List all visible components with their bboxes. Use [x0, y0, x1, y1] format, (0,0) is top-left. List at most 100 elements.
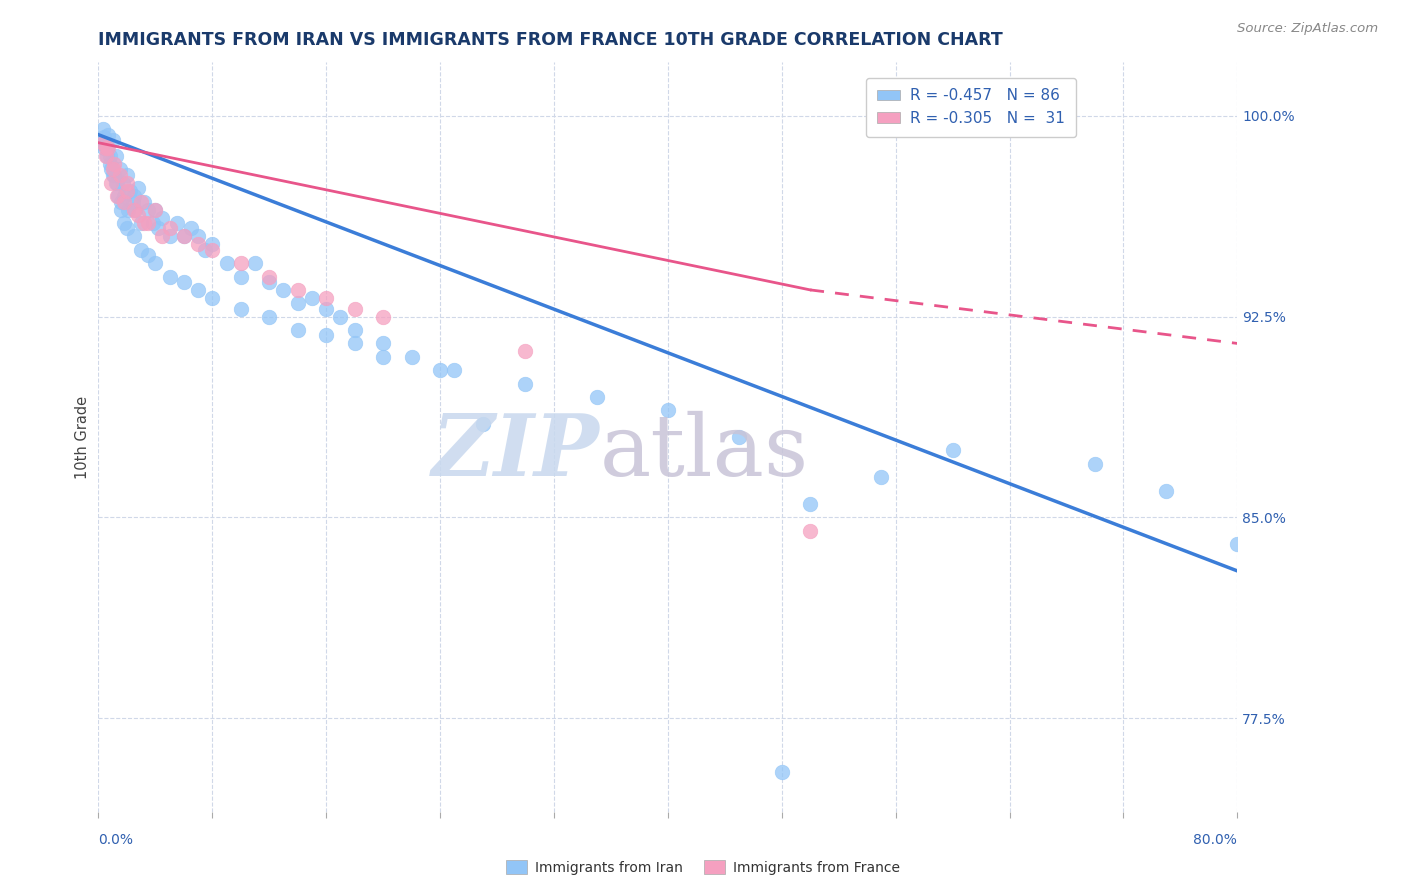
Point — [329, 310, 352, 324]
Point — [117, 202, 139, 217]
Text: 80.0%: 80.0% — [1194, 833, 1237, 847]
Point — [97, 128, 120, 142]
Point — [122, 189, 145, 203]
Point — [515, 376, 537, 391]
Y-axis label: 10th Grade: 10th Grade — [75, 395, 90, 479]
Point — [141, 216, 163, 230]
Point — [104, 149, 127, 163]
Point — [127, 181, 149, 195]
Point — [315, 291, 337, 305]
Point — [129, 216, 152, 230]
Point — [229, 256, 252, 270]
Point — [152, 211, 174, 225]
Point — [111, 176, 134, 190]
Point — [371, 350, 394, 364]
Point — [799, 524, 821, 538]
Point — [515, 344, 537, 359]
Point — [229, 301, 252, 316]
Point — [108, 162, 131, 177]
Point — [105, 189, 128, 203]
Point — [1084, 457, 1107, 471]
Point — [118, 184, 141, 198]
Point — [243, 256, 266, 270]
Point — [115, 221, 138, 235]
Point — [315, 328, 337, 343]
Point — [145, 202, 167, 217]
Point — [173, 229, 195, 244]
Point — [401, 350, 423, 364]
Point — [100, 176, 122, 190]
Point — [287, 323, 309, 337]
Point — [194, 243, 217, 257]
Point — [103, 168, 125, 182]
Point — [122, 229, 145, 244]
Text: Source: ZipAtlas.com: Source: ZipAtlas.com — [1237, 22, 1378, 36]
Point — [159, 269, 181, 284]
Point — [371, 336, 394, 351]
Point — [100, 162, 122, 177]
Point — [103, 157, 125, 171]
Point — [443, 363, 465, 377]
Point — [112, 189, 135, 203]
Point — [343, 323, 366, 337]
Point — [159, 221, 181, 235]
Point — [259, 269, 281, 284]
Point — [429, 363, 451, 377]
Point — [301, 291, 323, 305]
Point — [585, 390, 607, 404]
Point — [94, 136, 117, 150]
Point — [98, 157, 121, 171]
Point — [343, 336, 366, 351]
Text: atlas: atlas — [599, 410, 808, 493]
Point — [91, 136, 114, 150]
Point — [152, 229, 174, 244]
Point — [129, 243, 152, 257]
Point — [132, 216, 155, 230]
Point — [770, 764, 793, 779]
Point — [93, 141, 115, 155]
Point — [105, 176, 128, 190]
Point — [799, 497, 821, 511]
Point — [129, 194, 152, 209]
Point — [173, 275, 195, 289]
Point — [101, 162, 124, 177]
Point — [201, 291, 224, 305]
Point — [115, 184, 138, 198]
Point — [259, 310, 281, 324]
Point — [115, 168, 138, 182]
Text: IMMIGRANTS FROM IRAN VS IMMIGRANTS FROM FRANCE 10TH GRADE CORRELATION CHART: IMMIGRANTS FROM IRAN VS IMMIGRANTS FROM … — [98, 31, 1002, 49]
Point — [259, 275, 281, 289]
Point — [112, 194, 135, 209]
Point — [942, 443, 965, 458]
Point — [110, 202, 132, 217]
Point — [159, 229, 181, 244]
Point — [132, 194, 155, 209]
Point — [187, 229, 209, 244]
Text: ZIP: ZIP — [432, 410, 599, 494]
Point — [94, 141, 117, 155]
Point — [145, 202, 167, 217]
Point — [371, 310, 394, 324]
Point — [287, 296, 309, 310]
Point — [127, 208, 149, 222]
Point — [124, 202, 146, 217]
Point — [315, 301, 337, 316]
Point — [187, 283, 209, 297]
Point — [110, 194, 132, 209]
Point — [94, 149, 117, 163]
Point — [287, 283, 309, 297]
Point — [657, 403, 679, 417]
Point — [101, 168, 124, 182]
Point — [201, 237, 224, 252]
Point — [104, 176, 127, 190]
Point — [121, 194, 143, 209]
Legend: Immigrants from Iran, Immigrants from France: Immigrants from Iran, Immigrants from Fr… — [501, 855, 905, 880]
Point — [136, 248, 159, 262]
Point — [93, 130, 115, 145]
Point — [215, 256, 238, 270]
Point — [91, 122, 114, 136]
Point — [148, 221, 170, 235]
Point — [101, 133, 124, 147]
Point — [173, 229, 195, 244]
Point — [166, 216, 188, 230]
